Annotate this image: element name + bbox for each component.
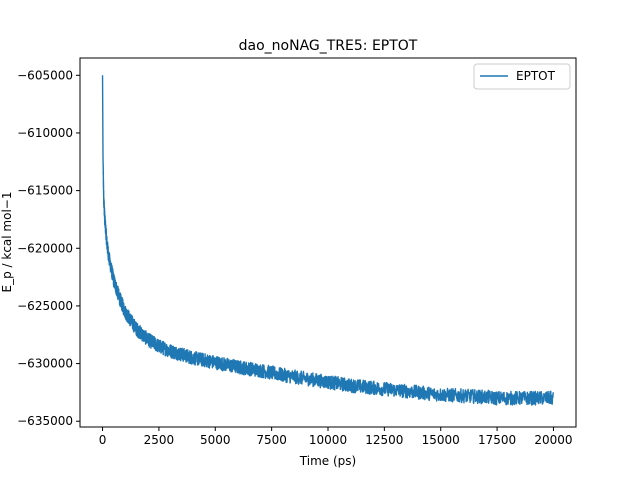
- plot-frame: [79, 57, 577, 428]
- y-tick-label: −630000: [17, 357, 73, 371]
- legend-label: EPTOT: [516, 69, 556, 83]
- x-tick-label: 2500: [144, 433, 175, 447]
- y-tick-label: −625000: [17, 299, 73, 313]
- y-tick-label: −605000: [17, 68, 73, 82]
- legend: EPTOT: [473, 63, 571, 90]
- x-axis: 0 2500 5000 7500 10000 12500 15000 17500 20000: [99, 427, 573, 447]
- y-axis: −605000 −610000 −615000 −620000 −625000 −6300…: [17, 68, 80, 428]
- x-tick-label: 0: [99, 433, 107, 447]
- x-axis-label: Time (ps): [299, 454, 356, 468]
- series-line-eptot: [101, 74, 555, 406]
- y-tick-label: −610000: [17, 126, 73, 140]
- plot-series: [101, 74, 555, 406]
- x-tick-label: 17500: [478, 433, 516, 447]
- y-tick-label: −635000: [17, 414, 73, 428]
- chart-title: dao_noNAG_TRE5: EPTOT: [239, 38, 418, 54]
- x-tick-label: 12500: [365, 433, 403, 447]
- y-tick-label: −620000: [17, 241, 73, 255]
- y-tick-label: −615000: [17, 184, 73, 198]
- x-tick-label: 10000: [309, 433, 347, 447]
- x-tick-label: 15000: [422, 433, 460, 447]
- y-axis-label: E_p / kcal mol−1: [0, 192, 14, 293]
- x-tick-label: 20000: [534, 433, 572, 447]
- x-tick-label: 5000: [200, 433, 231, 447]
- legend-box: [473, 63, 571, 90]
- x-tick-label: 7500: [256, 433, 287, 447]
